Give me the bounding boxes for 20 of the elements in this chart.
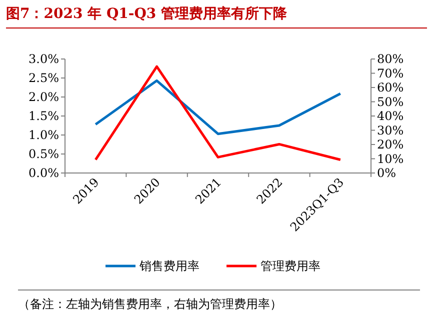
- legend-label: 销售费用率: [138, 259, 200, 273]
- y2-tick-label: 10%: [377, 152, 404, 166]
- y2-tick-label: 40%: [377, 109, 404, 123]
- y-tick-label: 2.0%: [28, 90, 59, 104]
- legend-label: 管理费用率: [260, 259, 320, 273]
- text: （备注：左轴为销售费用率，右轴为管理费用率）: [18, 297, 282, 311]
- y-tick-label: 2.5%: [28, 71, 59, 85]
- y2-tick-label: 70%: [377, 66, 404, 80]
- y-tick-label: 1.5%: [28, 109, 59, 123]
- y2-tick-label: 60%: [377, 80, 404, 94]
- chart-title: 图7：2023 年 Q1-Q3 管理费用率有所下降: [6, 5, 288, 22]
- y2-tick-label: 50%: [377, 94, 404, 109]
- y-tick-label: 3.0%: [28, 52, 59, 66]
- y-tick-label: 1.0%: [28, 128, 59, 142]
- y2-tick-label: 30%: [377, 123, 404, 138]
- y-tick-label: 0.0%: [28, 166, 59, 180]
- y-tick-label: 0.5%: [28, 147, 59, 161]
- y2-tick-label: 0%: [377, 166, 396, 180]
- y2-tick-label: 80%: [377, 52, 404, 66]
- y2-tick-label: 20%: [377, 138, 404, 152]
